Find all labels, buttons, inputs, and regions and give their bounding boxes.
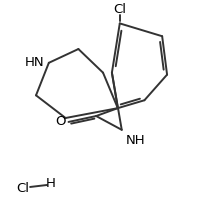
Text: HN: HN <box>24 56 44 69</box>
Text: O: O <box>55 115 66 128</box>
Text: H: H <box>46 177 56 190</box>
Text: Cl: Cl <box>113 3 126 16</box>
Text: NH: NH <box>126 134 145 147</box>
Text: Cl: Cl <box>17 183 30 196</box>
